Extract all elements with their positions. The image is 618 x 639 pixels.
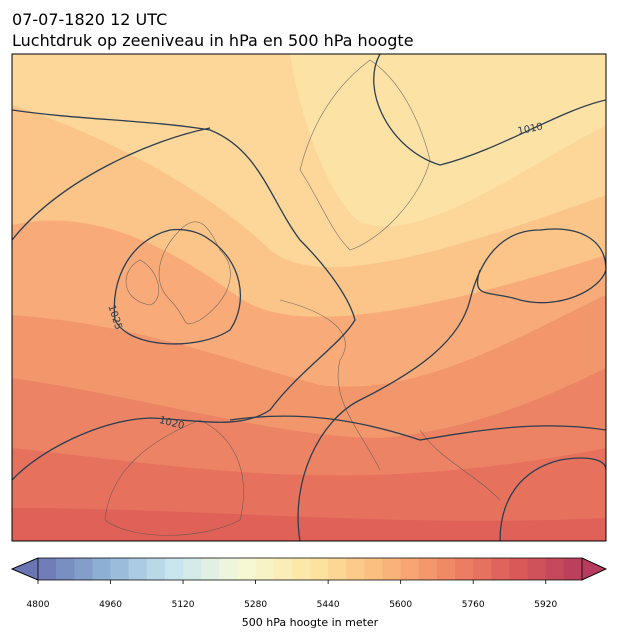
colorbar-segment <box>291 558 311 580</box>
colorbar-segment <box>436 558 456 580</box>
isobars <box>12 54 606 541</box>
colorbar-extend-low <box>10 557 39 581</box>
colorbar-tick-label: 5920 <box>534 600 557 610</box>
colorbar-segment <box>110 558 130 580</box>
colorbar-segment <box>455 558 474 580</box>
colorbar-segment <box>473 558 492 580</box>
colorbar-segment <box>400 558 420 580</box>
colorbar-tick-label: 5600 <box>389 600 412 610</box>
colorbar: 4800 4960 5120 5280 5440 5600 5760 5920 500 hPa … <box>10 557 607 629</box>
map-frame <box>11 53 607 542</box>
colorbar-segment <box>92 558 112 580</box>
colorbar-segment <box>310 558 329 580</box>
colorbar-tick-label: 5120 <box>172 600 195 610</box>
colorbar-segment <box>545 558 565 580</box>
colorbar-tick-label: 4960 <box>99 600 122 610</box>
colorbar-segment <box>146 558 166 580</box>
colorbar-segment <box>164 558 184 580</box>
colorbar-segment <box>183 558 202 580</box>
colorbar-label: 500 hPa hoogte in meter <box>242 616 379 629</box>
colorbar-segment <box>219 558 238 580</box>
colorbar-segment <box>527 558 547 580</box>
colorbar-segment <box>328 558 347 580</box>
colorbar-segment <box>382 558 402 580</box>
colorbar-segment <box>201 558 220 580</box>
colorbar-segment <box>128 558 148 580</box>
colorbar-segment <box>491 558 510 580</box>
colorbar-segment <box>509 558 529 580</box>
colorbar-segment <box>56 558 75 580</box>
colorbar-segment <box>38 558 57 580</box>
colorbar-extend-high <box>581 557 607 581</box>
colorbar-tick-label: 4800 <box>27 600 50 610</box>
title: 07-07-1820 12 UTC <box>12 10 167 29</box>
colorbar-tick-label: 5280 <box>244 600 267 610</box>
colorbar-segment <box>418 558 438 580</box>
colorbar-outline <box>10 557 607 581</box>
height-band <box>12 508 606 541</box>
map <box>12 54 606 541</box>
colorbar-segment <box>237 558 257 580</box>
colorbar-tick-label: 5440 <box>317 600 340 610</box>
isobar-label: 1010 <box>517 121 544 137</box>
colorbar-tick-label: 5760 <box>462 600 485 610</box>
colorbar-segment <box>563 558 583 580</box>
colorbar-segment <box>346 558 365 580</box>
colorbar-segment <box>255 558 275 580</box>
subtitle: Luchtdruk op zeeniveau in hPa en 500 hPa… <box>12 31 414 50</box>
colorbar-segment <box>74 558 93 580</box>
colorbar-segment <box>364 558 384 580</box>
colorbar-segment <box>273 558 293 580</box>
